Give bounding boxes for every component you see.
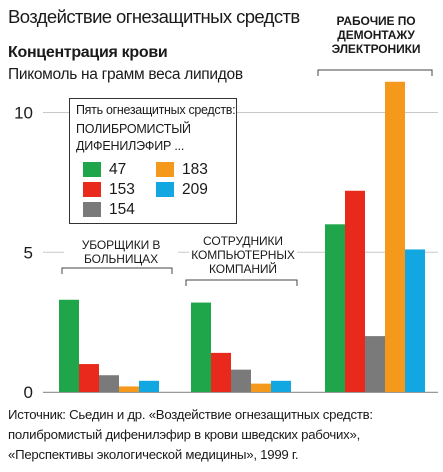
legend-swatch (83, 182, 101, 197)
bar-183-group-1 (119, 386, 139, 392)
bar-209-group-1 (139, 380, 159, 392)
bar-154-group-3 (365, 336, 385, 392)
source-note: Источник: Сьедин и др. «Воздействие огне… (8, 407, 373, 462)
bar-183-group-2 (251, 383, 271, 392)
legend-swatch (83, 162, 101, 177)
y-tick-label: 10 (14, 104, 33, 123)
legend-label: 154 (109, 201, 135, 218)
legend-compound: ПОЛИБРОМИСТЫЙ ДИФЕНИЛЭФИР ... (76, 122, 191, 153)
legend: Пять огнезащитных средств: ПОЛИБРОМИСТЫЙ… (69, 98, 237, 224)
bar-47-group-1 (59, 299, 79, 392)
chart-subtitle: Концентрация крови (8, 44, 168, 61)
bar-183-group-3 (385, 81, 405, 392)
bar-47-group-2 (191, 302, 211, 392)
chart-units: Пикомоль на грамм веса липидов (8, 66, 243, 83)
y-tick-label: 5 (24, 243, 33, 262)
legend-label: 209 (182, 181, 208, 198)
bar-209-group-3 (405, 249, 425, 392)
legend-swatch (83, 202, 101, 217)
legend-swatch (156, 182, 174, 197)
legend-label: 183 (182, 161, 208, 178)
chart-title: Воздействие огнезащитных средств (8, 6, 300, 27)
bar-47-group-3 (325, 224, 345, 392)
group-label-dismantlers: РАБОЧИЕ ПО ДЕМОНТАЖУ ЭЛЕКТРОНИКИ (331, 14, 421, 56)
bar-153-group-2 (211, 352, 231, 392)
group-label-cleaners: УБОРЩИКИ В БОЛЬНИЦАХ (64, 238, 178, 266)
bar-209-group-2 (271, 380, 291, 392)
group-label-it-workers: СОТРУДНИКИ КОМПЬЮТЕРНЫХ КОМПАНИЙ (189, 234, 297, 276)
bar-153-group-1 (79, 364, 99, 392)
y-tick-label: 0 (24, 383, 33, 402)
bar-154-group-2 (231, 369, 251, 392)
group-bracket-2 (185, 279, 298, 286)
legend-heading: Пять огнезащитных средств: (76, 103, 236, 117)
group-bracket-1 (61, 267, 173, 274)
bar-154-group-1 (99, 375, 119, 392)
legend-label: 47 (109, 161, 127, 178)
bar-153-group-3 (345, 190, 365, 392)
legend-swatch (156, 162, 174, 177)
group-bracket-3 (317, 69, 433, 76)
legend-label: 153 (109, 181, 135, 198)
